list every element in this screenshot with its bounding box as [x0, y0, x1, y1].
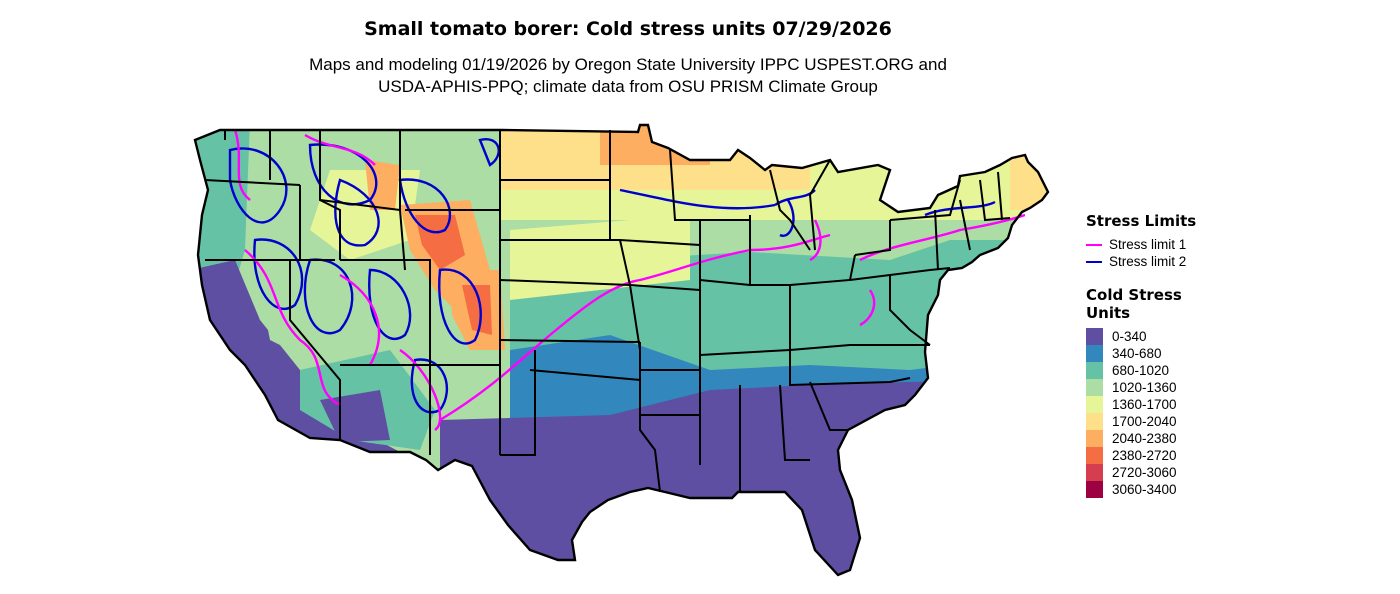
cold-stress-title-line-2: Units [1086, 304, 1131, 322]
cold-stress-swatch [1086, 362, 1103, 379]
cold-stress-label: 1020-1360 [1112, 380, 1177, 395]
stress-limit-2-label: Stress limit 2 [1109, 254, 1187, 269]
legend-item-cold-stress: 2380-2720 [1086, 447, 1296, 464]
stress-limits-legend-title: Stress Limits [1086, 212, 1197, 230]
cold-stress-swatch [1086, 481, 1103, 498]
cold-stress-label: 1360-1700 [1112, 397, 1177, 412]
cold-stress-title-line-1: Cold Stress [1086, 286, 1182, 304]
cold-stress-swatch [1086, 345, 1103, 362]
legend-item-cold-stress: 680-1020 [1086, 362, 1296, 379]
legend-item-cold-stress: 1700-2040 [1086, 413, 1296, 430]
cold-stress-legend-items: 0-340 340-680 680-1020 1020-1360 1360-1700 17… [1086, 328, 1296, 498]
legend-item-cold-stress: 0-340 [1086, 328, 1296, 345]
cold-stress-label: 340-680 [1112, 346, 1162, 361]
cold-stress-swatch [1086, 413, 1103, 430]
stress-limit-2-key [1086, 260, 1102, 263]
cold-stress-label: 2040-2380 [1112, 431, 1177, 446]
legend-item-cold-stress: 2040-2380 [1086, 430, 1296, 447]
cold-stress-swatch [1086, 328, 1103, 345]
cold-stress-swatch [1086, 447, 1103, 464]
cold-stress-swatch [1086, 464, 1103, 481]
legend-item-cold-stress: 2720-3060 [1086, 464, 1296, 481]
stress-limit-1-key [1086, 243, 1102, 246]
legend-item-cold-stress: 3060-3400 [1086, 481, 1296, 498]
subtitle-line-1: Maps and modeling 01/19/2026 by Oregon S… [309, 55, 947, 74]
cold-stress-swatch [1086, 379, 1103, 396]
subtitle-line-2: USDA-APHIS-PPQ; climate data from OSU PR… [378, 77, 878, 96]
stress-limit-2-contours [228, 138, 996, 414]
legend-item-stress-limit-2: Stress limit 2 [1086, 253, 1296, 270]
stress-unit-bands [195, 125, 1048, 575]
legend-item-cold-stress: 340-680 [1086, 345, 1296, 362]
map-subtitle: Maps and modeling 01/19/2026 by Oregon S… [0, 54, 1256, 98]
stress-limit-1-label: Stress limit 1 [1109, 237, 1187, 252]
us-cold-stress-map [193, 123, 1050, 577]
cold-stress-label: 2720-3060 [1112, 465, 1177, 480]
legend-item-stress-limit-1: Stress limit 1 [1086, 236, 1296, 253]
cold-stress-label: 2380-2720 [1112, 448, 1177, 463]
legend-item-cold-stress: 1360-1700 [1086, 396, 1296, 413]
map-legend: Stress Limits Stress limit 1 Stress limi… [1086, 212, 1296, 498]
cold-stress-label: 1700-2040 [1112, 414, 1177, 429]
legend-item-cold-stress: 1020-1360 [1086, 379, 1296, 396]
cold-stress-label: 680-1020 [1112, 363, 1170, 378]
state-boundaries [193, 123, 1050, 577]
cold-stress-legend-title: Cold Stress Units [1086, 286, 1296, 322]
map-title: Small tomato borer: Cold stress units 07… [364, 18, 892, 40]
cold-stress-swatch [1086, 430, 1103, 447]
cold-stress-swatch [1086, 396, 1103, 413]
cold-stress-label: 3060-3400 [1112, 482, 1177, 497]
cold-stress-label: 0-340 [1112, 329, 1147, 344]
